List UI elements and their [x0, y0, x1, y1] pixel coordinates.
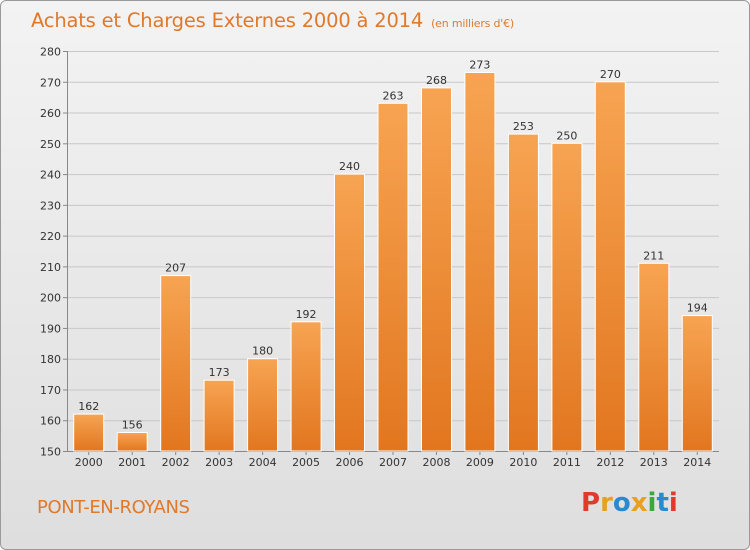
bar-2010: [507, 133, 539, 452]
x-tick-label: 2012: [596, 456, 624, 469]
data-label: 211: [643, 249, 664, 262]
y-tick-label: 150: [40, 446, 61, 459]
bar-2003: [203, 379, 235, 452]
bar-2008: [421, 87, 452, 452]
y-tick-label: 170: [40, 384, 61, 397]
data-label: 268: [426, 74, 447, 87]
y-tick-label: 200: [40, 292, 61, 305]
y-tick-label: 210: [40, 261, 61, 274]
chart-title-text: Achats et Charges Externes 2000 à 2014: [31, 9, 424, 32]
data-label: 253: [513, 120, 534, 133]
x-tick-label: 2001: [118, 456, 146, 469]
data-label: 180: [252, 345, 273, 358]
y-tick-label: 230: [40, 199, 61, 212]
y-tick-label: 260: [40, 107, 61, 120]
y-tick-label: 280: [40, 46, 61, 59]
data-label: 250: [556, 129, 577, 142]
data-label: 194: [687, 302, 708, 315]
bar-2013: [638, 262, 670, 452]
bar-2002: [160, 275, 192, 452]
logo-letter: t: [656, 488, 669, 518]
bar-2009: [464, 72, 496, 452]
x-tick-label: 2014: [683, 456, 711, 469]
bar-2011: [551, 142, 583, 452]
x-tick-label: 2009: [466, 456, 494, 469]
bar-2006: [334, 173, 365, 452]
logo-letter: i: [647, 488, 657, 518]
x-tick-label: 2002: [162, 456, 190, 469]
x-tick-label: 2006: [336, 456, 364, 469]
data-label: 240: [339, 160, 360, 173]
x-tick-label: 2000: [75, 456, 103, 469]
commune-name: PONT-EN-ROYANS: [37, 497, 190, 518]
y-tick-label: 220: [40, 230, 61, 243]
y-tick-label: 160: [40, 415, 61, 428]
x-tick-label: 2003: [205, 456, 233, 469]
bar-2005: [290, 321, 322, 452]
y-tick-label: 190: [40, 322, 61, 335]
x-tick-label: 2004: [249, 456, 277, 469]
bar-2001: [116, 432, 148, 452]
chart-title: Achats et Charges Externes 2000 à 2014 (e…: [31, 9, 514, 32]
logo-letter: o: [612, 488, 631, 518]
x-tick-label: 2010: [509, 456, 537, 469]
logo-letter: P: [581, 488, 601, 518]
bar-2012: [594, 81, 626, 452]
y-tick-label: 250: [40, 138, 61, 151]
data-label: 270: [600, 68, 621, 81]
x-tick-label: 2007: [379, 456, 407, 469]
data-label: 273: [469, 59, 490, 72]
proxiti-logo[interactable]: Proxiti: [581, 488, 678, 518]
bar-2007: [377, 102, 409, 452]
x-tick-label: 2013: [640, 456, 668, 469]
data-label: 162: [78, 400, 99, 413]
chart-unit: (en milliers d'€): [431, 17, 514, 30]
y-tick-label: 270: [40, 76, 61, 89]
logo-letter: r: [600, 488, 613, 518]
x-tick-label: 2011: [553, 456, 581, 469]
x-tick-label: 2005: [292, 456, 320, 469]
data-label: 192: [296, 308, 317, 321]
data-label: 263: [383, 89, 404, 102]
data-label: 207: [165, 262, 186, 275]
logo-letter: x: [630, 488, 648, 518]
bar-2000: [73, 413, 105, 452]
x-tick-label: 2008: [422, 456, 450, 469]
y-tick-label: 240: [40, 169, 61, 182]
data-label: 173: [209, 366, 230, 379]
bar-2004: [247, 358, 279, 452]
data-label: 156: [122, 419, 143, 432]
y-tick-label: 180: [40, 353, 61, 366]
logo-letter: i: [668, 488, 678, 518]
bar-2014: [681, 315, 713, 452]
